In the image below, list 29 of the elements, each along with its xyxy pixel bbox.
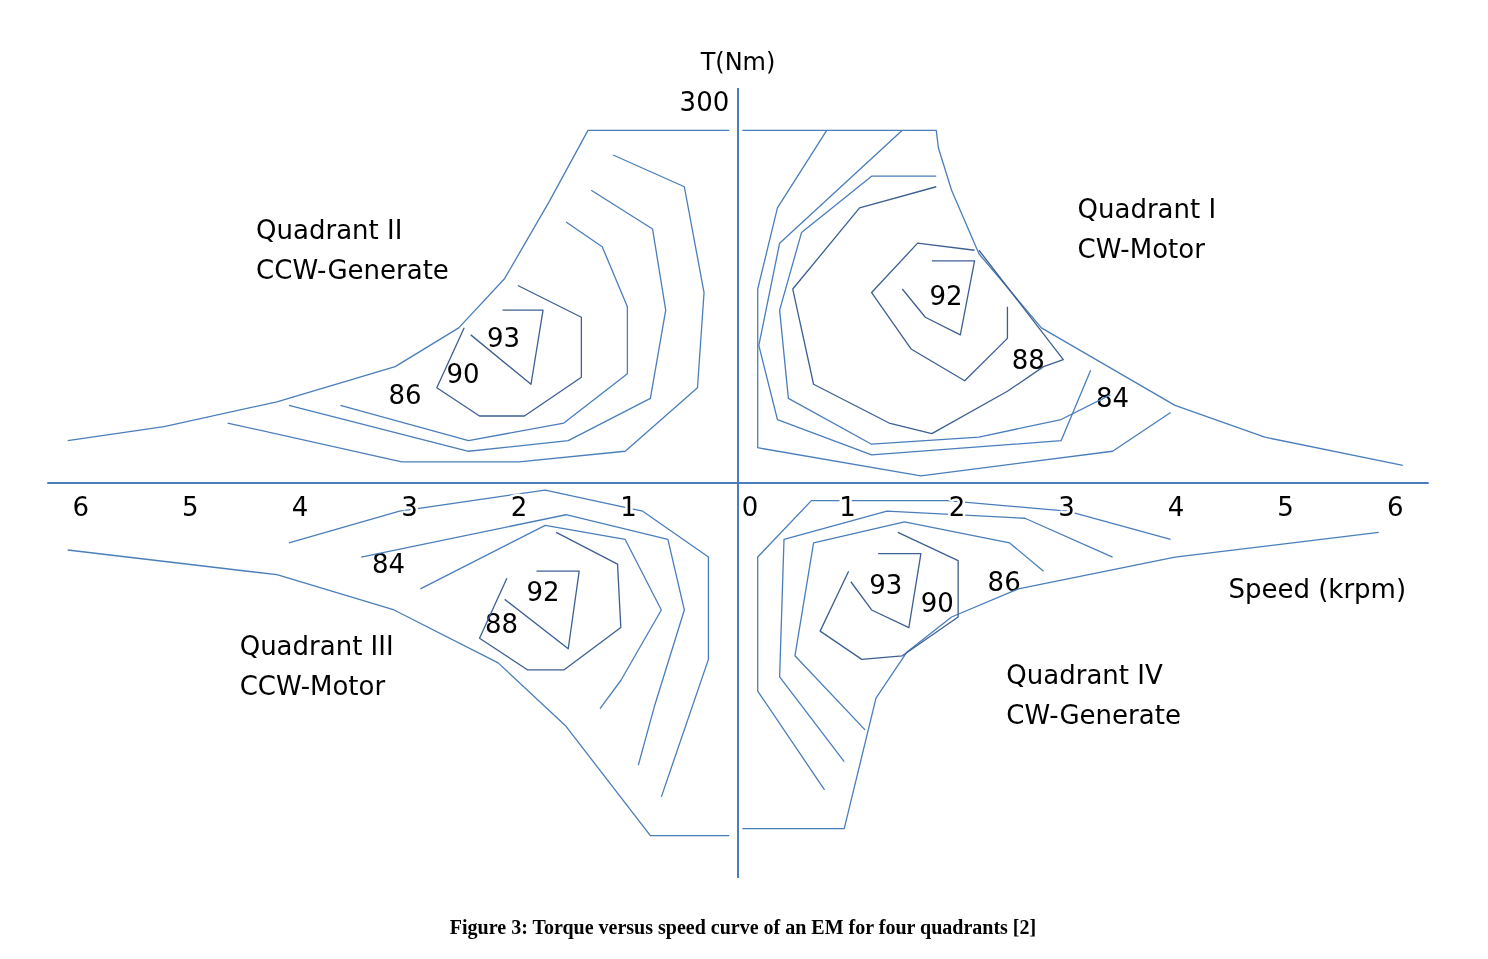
- annotation: 84: [1096, 383, 1130, 414]
- x-tick-label: 5: [182, 492, 199, 522]
- annotation: Quadrant III CCW-Motor: [239, 631, 394, 702]
- annotation: 92: [526, 577, 560, 608]
- annotation: 90: [446, 358, 480, 389]
- annotation: 88: [1011, 344, 1045, 375]
- text: Figure 3: Torque versus speed curve of an EM for four quadrants [2]: [449, 916, 1037, 939]
- x-tick-label: 6: [1386, 492, 1404, 522]
- text: 300: [679, 87, 730, 118]
- x-tick-label: 1: [839, 492, 856, 522]
- annotation: 86: [388, 379, 422, 410]
- annotation: 84: [372, 549, 406, 580]
- x-axis-title: Speed (krpm): [1228, 573, 1407, 604]
- x-tick-label: 2: [510, 492, 528, 522]
- annotation: 93: [487, 323, 521, 354]
- annotation: 93: [869, 570, 903, 601]
- annotation: 86: [987, 566, 1021, 597]
- x-tick-label: 5: [1277, 492, 1294, 522]
- x-tick-label: 4: [291, 492, 309, 522]
- annotation: Quadrant II CCW-Generate: [256, 215, 449, 286]
- annotation: 88: [484, 609, 518, 640]
- x-tick-label: 4: [1167, 492, 1185, 522]
- annotation: Quadrant IV CW-Generate: [1006, 659, 1181, 730]
- y-axis-title: T(Nm): [699, 48, 776, 76]
- annotation: 92: [929, 281, 963, 312]
- x-tick-label: 0: [741, 492, 759, 522]
- annotation: Quadrant I CW-Motor: [1077, 194, 1217, 265]
- x-tick-label: 6: [72, 492, 90, 522]
- annotation: 90: [920, 587, 954, 618]
